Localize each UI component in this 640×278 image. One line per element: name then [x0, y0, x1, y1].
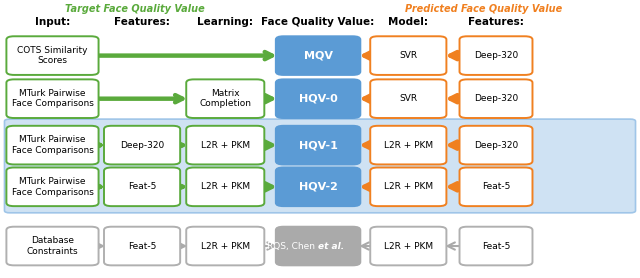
Text: L2R + PKM: L2R + PKM — [384, 141, 433, 150]
FancyBboxPatch shape — [276, 36, 360, 75]
Text: Database
Constraints: Database Constraints — [27, 236, 78, 256]
FancyBboxPatch shape — [460, 126, 532, 165]
FancyBboxPatch shape — [460, 36, 532, 75]
FancyBboxPatch shape — [276, 227, 360, 265]
Text: Feat-5: Feat-5 — [482, 242, 510, 250]
Text: Deep-320: Deep-320 — [474, 141, 518, 150]
Text: RQS, Chen: RQS, Chen — [268, 242, 318, 250]
FancyBboxPatch shape — [6, 36, 99, 75]
Text: HQV-0: HQV-0 — [299, 94, 337, 104]
FancyBboxPatch shape — [186, 80, 264, 118]
Text: L2R + PKM: L2R + PKM — [201, 242, 250, 250]
Text: SVR: SVR — [399, 94, 417, 103]
Text: Learning:: Learning: — [197, 17, 253, 27]
FancyBboxPatch shape — [6, 126, 99, 165]
Text: Face Quality Value:: Face Quality Value: — [262, 17, 374, 27]
FancyBboxPatch shape — [6, 227, 99, 265]
FancyBboxPatch shape — [104, 167, 180, 206]
Text: Feat-5: Feat-5 — [482, 182, 510, 191]
FancyBboxPatch shape — [104, 126, 180, 165]
FancyBboxPatch shape — [276, 126, 360, 165]
FancyBboxPatch shape — [104, 227, 180, 265]
Text: Matrix
Completion: Matrix Completion — [199, 89, 252, 108]
Text: Features:: Features: — [114, 17, 170, 27]
FancyBboxPatch shape — [460, 167, 532, 206]
FancyBboxPatch shape — [370, 80, 447, 118]
Text: Model:: Model: — [388, 17, 428, 27]
Text: MTurk Pairwise
Face Comparisons: MTurk Pairwise Face Comparisons — [12, 89, 93, 108]
FancyBboxPatch shape — [370, 36, 447, 75]
FancyBboxPatch shape — [370, 227, 447, 265]
Text: MTurk Pairwise
Face Comparisons: MTurk Pairwise Face Comparisons — [12, 135, 93, 155]
Text: Feat-5: Feat-5 — [128, 182, 156, 191]
FancyBboxPatch shape — [460, 227, 532, 265]
Text: L2R + PKM: L2R + PKM — [201, 182, 250, 191]
Text: Deep-320: Deep-320 — [474, 94, 518, 103]
Text: HQV-2: HQV-2 — [299, 182, 337, 192]
FancyBboxPatch shape — [4, 119, 636, 213]
Text: MQV: MQV — [303, 51, 333, 61]
FancyBboxPatch shape — [370, 167, 447, 206]
Text: Target Face Quality Value: Target Face Quality Value — [65, 4, 204, 14]
FancyBboxPatch shape — [276, 80, 360, 118]
Text: Feat-5: Feat-5 — [128, 242, 156, 250]
Text: HQV-1: HQV-1 — [299, 140, 337, 150]
Text: COTS Similarity
Scores: COTS Similarity Scores — [17, 46, 88, 65]
Text: et al.: et al. — [318, 242, 344, 250]
Text: Deep-320: Deep-320 — [120, 141, 164, 150]
Text: SVR: SVR — [399, 51, 417, 60]
FancyBboxPatch shape — [276, 167, 360, 206]
Text: L2R + PKM: L2R + PKM — [201, 141, 250, 150]
Text: Features:: Features: — [468, 17, 524, 27]
Text: Deep-320: Deep-320 — [474, 51, 518, 60]
Text: Input:: Input: — [35, 17, 70, 27]
Text: L2R + PKM: L2R + PKM — [384, 182, 433, 191]
FancyBboxPatch shape — [6, 80, 99, 118]
FancyBboxPatch shape — [186, 227, 264, 265]
FancyBboxPatch shape — [460, 80, 532, 118]
FancyBboxPatch shape — [186, 126, 264, 165]
Text: Predicted Face Quality Value: Predicted Face Quality Value — [404, 4, 562, 14]
FancyBboxPatch shape — [370, 126, 447, 165]
FancyBboxPatch shape — [6, 167, 99, 206]
FancyBboxPatch shape — [186, 167, 264, 206]
Text: MTurk Pairwise
Face Comparisons: MTurk Pairwise Face Comparisons — [12, 177, 93, 197]
Text: L2R + PKM: L2R + PKM — [384, 242, 433, 250]
